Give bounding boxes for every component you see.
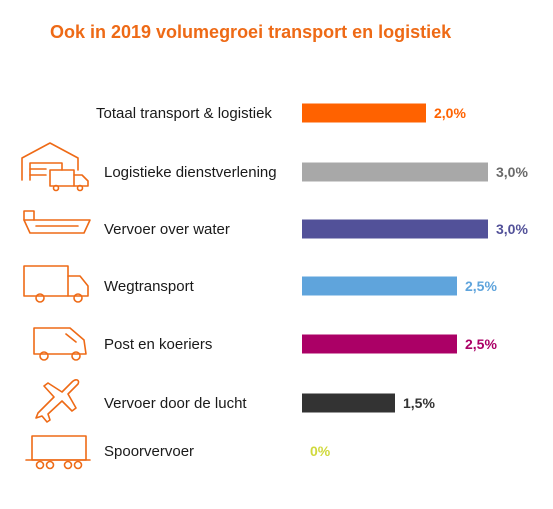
- bar: [302, 219, 488, 239]
- value-label: 3,0%: [496, 221, 528, 237]
- category-label: Spoorvervoer: [104, 443, 194, 460]
- warehouse-truck-icon: [21, 142, 89, 192]
- chart-title: Ook in 2019 volumegroei transport en log…: [50, 22, 452, 42]
- category-label: Vervoer over water: [104, 221, 230, 238]
- category-label: Logistieke dienstverlening: [104, 164, 277, 181]
- train-wagon-icon: [25, 435, 91, 470]
- ship-icon: [23, 210, 91, 234]
- category-label: Post en koeriers: [104, 336, 212, 353]
- value-label: 2,5%: [465, 278, 497, 294]
- bar: [302, 334, 457, 354]
- bars-layer: Totaal transport & logistiek 2,0% Logistie…: [96, 103, 528, 460]
- value-label: 3,0%: [496, 164, 528, 180]
- truck-icon: [23, 265, 89, 303]
- bar: [302, 162, 488, 182]
- bar: [302, 276, 457, 296]
- icons-layer: [21, 142, 91, 470]
- category-label: Totaal transport & logistiek: [96, 105, 272, 122]
- bar: [302, 103, 426, 123]
- value-label: 0%: [310, 443, 331, 459]
- van-icon: [33, 327, 87, 361]
- bar: [302, 393, 395, 413]
- value-label: 2,0%: [434, 105, 466, 121]
- value-label: 1,5%: [403, 395, 435, 411]
- value-label: 2,5%: [465, 336, 497, 352]
- category-label: Wegtransport: [104, 278, 195, 295]
- airplane-icon: [35, 379, 80, 423]
- category-label: Vervoer door de lucht: [104, 395, 247, 412]
